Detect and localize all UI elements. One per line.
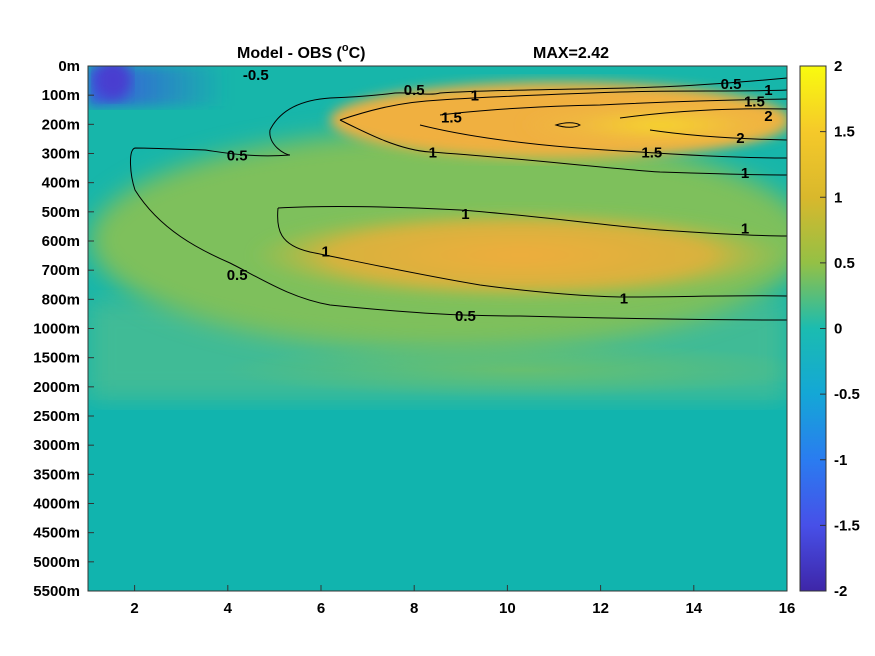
contour-label: 0.5 [721, 76, 742, 93]
colorbar-tick-label: 1 [834, 189, 842, 206]
colorbar-tick-label: 2 [834, 58, 842, 75]
chart-title: Model - OBS (oC) [237, 42, 366, 62]
x-tick-label: 2 [130, 600, 138, 617]
contour-0.5-upper [269, 77, 787, 131]
title-superscript: o [342, 42, 349, 54]
x-tick-label: 10 [499, 600, 516, 617]
y-tick-label: 3000m [33, 437, 80, 454]
contour-label: 0.5 [455, 308, 476, 325]
contour-1.5-bottom [419, 124, 787, 159]
contour-label: 1 [620, 290, 628, 307]
contour-label: -0.5 [243, 67, 269, 84]
contour-0.5-deep [130, 147, 787, 321]
surface-cold-core [95, 66, 131, 100]
lower-warm-core [250, 210, 787, 300]
heatmap-field [88, 66, 787, 591]
y-tick-label: 100m [42, 87, 80, 104]
y-tick-label: 4500m [33, 525, 80, 542]
colorbar-tick-label: 0 [834, 321, 842, 338]
x-tick-label: 12 [592, 600, 609, 617]
contour-2-island [554, 122, 581, 128]
title-prefix: Model - OBS ( [237, 45, 343, 62]
contour-label: 0.5 [227, 147, 248, 164]
title-suffix: C) [349, 45, 366, 62]
contour-1-upper [339, 89, 787, 121]
y-tick-label: 500m [42, 204, 80, 221]
y-tick-label: 1500m [33, 350, 80, 367]
colorbar-ticks: 2 1.5 1 0.5 0 -0.5 -1 -1.5 -2 [820, 58, 860, 600]
x-tick-label: 4 [224, 600, 233, 617]
y-tick-label: 400m [42, 175, 80, 192]
y-tick-label: 2000m [33, 379, 80, 396]
x-tick-label: 16 [779, 600, 796, 617]
contour-1.5-top [439, 98, 787, 116]
colorbar-tick-label: -1.5 [834, 517, 860, 534]
contour-label: 1 [741, 220, 749, 237]
colorbar-tick-label: 0.5 [834, 255, 855, 272]
contour-label: 1.5 [441, 110, 462, 127]
deep-green-patch [220, 342, 787, 398]
contour-label: 1 [764, 82, 772, 99]
contour-label: 2 [736, 130, 744, 147]
y-tick-label: 5000m [33, 554, 80, 571]
x-tick-label: 8 [410, 600, 418, 617]
contour-1-upper-lower [339, 119, 787, 176]
y-tick-label: 800m [42, 291, 80, 308]
y-tick-label: 300m [42, 146, 80, 163]
colorbar-tick-label: -0.5 [834, 386, 860, 403]
contour-label: 1 [471, 88, 479, 105]
max-label: MAX=2.42 [533, 45, 609, 62]
colorbar-tick-label: -1 [834, 452, 847, 469]
contour-label: 1 [461, 206, 469, 223]
contour-label: 1 [741, 165, 749, 182]
contour-2 [619, 108, 787, 141]
upper-hot-core [520, 103, 787, 147]
x-tick-label: 14 [685, 600, 702, 617]
y-tick-label: 5500m [33, 583, 80, 600]
contour-lines [130, 77, 787, 321]
contour-label: 1.5 [744, 93, 765, 110]
x-axis: 2 4 6 8 10 12 14 16 [130, 585, 795, 617]
y-tick-label: 3500m [33, 466, 80, 483]
y-tick-label: 0m [58, 58, 80, 75]
contour-label: 0.5 [227, 267, 248, 284]
deep-layer [88, 400, 787, 591]
contour-label: 2 [764, 108, 772, 125]
y-tick-label: 600m [42, 233, 80, 250]
colorbar-tick-label: -2 [834, 583, 847, 600]
x-tick-label: 6 [317, 600, 325, 617]
y-tick-label: 700m [42, 262, 80, 279]
y-tick-label: 4000m [33, 496, 80, 513]
y-tick-label: 2500m [33, 408, 80, 425]
y-tick-label: 200m [42, 116, 80, 133]
contour-label: 1.5 [641, 145, 662, 162]
contour-label: 0.5 [404, 82, 425, 99]
colorbar-tick-label: 1.5 [834, 124, 855, 141]
contour-label: 1 [429, 145, 437, 162]
contour-label: 1 [321, 244, 329, 261]
contour-1-deep [277, 206, 787, 298]
y-tick-label: 1000m [33, 321, 80, 338]
y-axis: 0m 100m 200m 300m 400m 500m 600m 700m 800m 1000m 1… [33, 58, 94, 600]
